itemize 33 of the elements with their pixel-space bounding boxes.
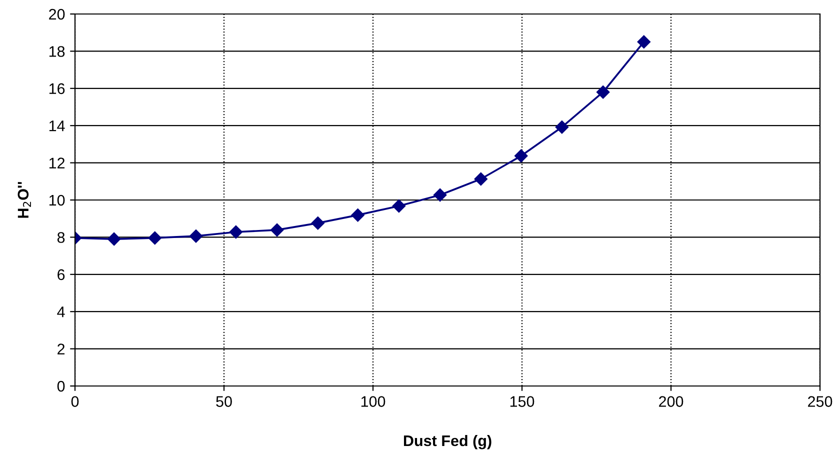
point [229,225,243,239]
y-tick-label: 0 [57,380,65,392]
y-tick-label: 10 [49,194,65,206]
point [270,223,284,237]
point [596,86,610,99]
x-tick-label: 150 [510,396,534,407]
point [555,120,569,134]
y-tick-label: 8 [57,232,65,243]
y-tick-label: 6 [58,269,65,280]
x-tick-label: 0 [71,396,79,407]
x-tick-label: 200 [659,396,684,407]
point [392,199,406,213]
x-tick-label: 250 [808,396,832,407]
x-axis-title: Dust Fed (g) [404,434,492,450]
x-tick-label: 50 [216,396,232,407]
point [189,229,203,243]
point [433,188,447,202]
y-tick-label: 2 [58,344,65,354]
y-tick-label: 4 [57,306,65,318]
point [107,232,121,246]
y-tick-label: 12 [49,158,65,168]
point [311,216,324,230]
point [351,208,364,222]
y-tick-label: 16 [49,83,65,94]
x-tick-label: 100 [361,396,386,407]
point [148,231,162,245]
point [637,35,650,48]
y-tick-label: 18 [49,46,65,57]
y-tick-label: 20 [49,8,65,20]
y-axis-title: H$_{2}$O'' [18,182,31,218]
point [514,149,528,163]
y-tick-label: 14 [49,120,65,132]
point [474,172,488,186]
